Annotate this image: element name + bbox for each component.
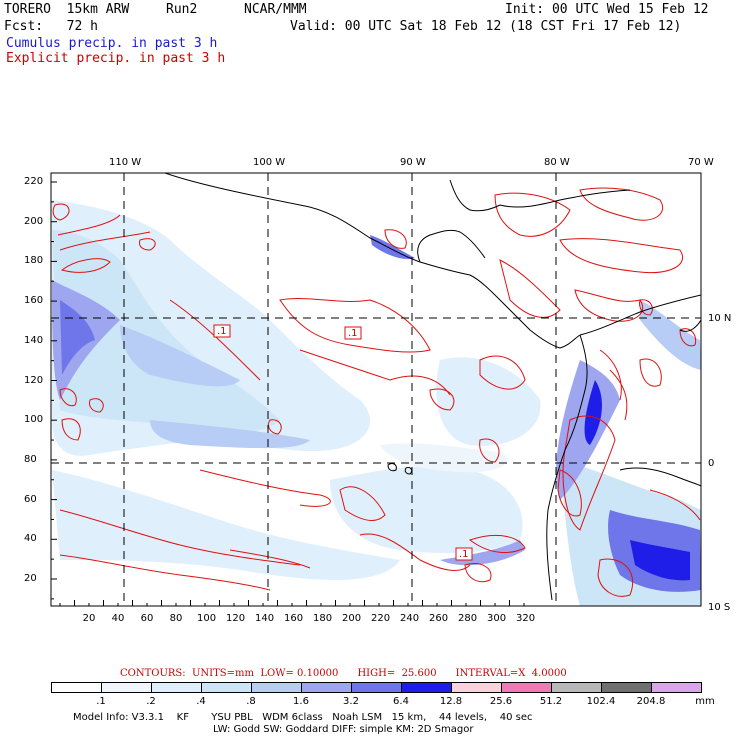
- lon-label: 100 W: [253, 157, 286, 168]
- x-tick-label: 40: [111, 613, 125, 624]
- legend-cumulus: Cumulus precip. in past 3 h: [6, 36, 218, 51]
- x-tick-label: 260: [429, 613, 449, 624]
- x-tick-label: 100: [197, 613, 217, 624]
- x-tick-label: 300: [487, 613, 507, 624]
- colorbar-cell: [601, 682, 652, 693]
- x-tick-label: 80: [169, 613, 183, 624]
- colorbar-label: 6.4: [393, 696, 409, 707]
- y-tick-label: 220: [24, 176, 44, 187]
- map-frame: [50, 172, 702, 607]
- axis-tickmarks: [51, 181, 525, 606]
- x-tick-label: 120: [226, 613, 246, 624]
- y-tick-label: 120: [24, 374, 44, 386]
- contour-label-boxes: [213, 324, 473, 561]
- lat-label: 10 N: [708, 313, 732, 324]
- init-time: Init: 00 UTC Wed 15 Feb 12: [505, 2, 709, 17]
- lon-label: 110 W: [109, 157, 142, 168]
- y-tick-label: 160: [24, 295, 44, 307]
- colorbar-label: .4: [196, 696, 206, 707]
- colorbar-label: 12.8: [439, 696, 463, 707]
- colorbar-cell: [401, 682, 452, 693]
- colorbar-label: 25.6: [489, 696, 513, 707]
- colorbar-cell: [101, 682, 152, 693]
- colorbar-label: 51.2: [539, 696, 563, 707]
- lat-label: 0: [708, 458, 715, 469]
- y-tick-label: 180: [24, 255, 44, 267]
- x-tick-label: 220: [371, 613, 391, 624]
- y-tick-label: 20: [24, 573, 37, 584]
- forecast-hour: Fcst: 72 h: [4, 19, 98, 34]
- colorbar-label: .2: [146, 696, 156, 707]
- colorbar-cell: [51, 682, 102, 693]
- colorbar-cell: [151, 682, 202, 693]
- colorbar-label: 204.8: [636, 696, 666, 707]
- org-label: NCAR/MMM: [244, 2, 307, 17]
- colorbar-cell: [351, 682, 402, 693]
- model-name: TORERO 15km ARW: [4, 2, 130, 17]
- valid-time: Valid: 00 UTC Sat 18 Feb 12 (18 CST Fri …: [290, 19, 682, 34]
- contours-info: CONTOURS: UNITS=mm LOW= 0.10000 HIGH= 25…: [120, 668, 567, 679]
- colorbar-label: 3.2: [343, 696, 359, 707]
- colorbar-cell: [201, 682, 252, 693]
- coastline: [164, 173, 701, 601]
- lon-label: 80 W: [544, 157, 570, 168]
- x-tick-label: 320: [516, 613, 536, 624]
- lat-label: 10 S: [708, 602, 731, 613]
- x-tick-label: 60: [140, 613, 154, 624]
- colorbar-cell: [251, 682, 302, 693]
- y-tick-label: 200: [24, 215, 44, 227]
- x-tick-label: 200: [342, 613, 362, 624]
- x-tick-label: 280: [458, 613, 478, 624]
- y-tick-label: 40: [24, 533, 37, 545]
- colorbar-cell: [501, 682, 552, 693]
- run-label: Run2: [166, 2, 198, 17]
- x-tick-label: 180: [313, 613, 333, 624]
- precip-shading: [52, 200, 701, 606]
- x-tick-label: 140: [255, 613, 275, 624]
- colorbar-cell: [551, 682, 602, 693]
- colorbar-label: 102.4: [586, 696, 616, 707]
- colorbar-units: mm: [695, 696, 715, 707]
- y-tick-label: 60: [24, 493, 37, 505]
- contour-label: .1: [459, 549, 469, 560]
- x-tick-label: 240: [400, 613, 420, 624]
- y-tick-label: 100: [24, 414, 44, 426]
- colorbar-label: 1.6: [293, 696, 309, 707]
- colorbar-cell: [651, 682, 702, 693]
- legend-explicit: Explicit precip. in past 3 h: [6, 51, 226, 66]
- model-info: Model Info: V3.3.1 KF YSU PBL WDM 6class…: [73, 712, 533, 723]
- colorbar-cell: [451, 682, 502, 693]
- y-tick-label: 80: [24, 453, 37, 465]
- lon-label: 90 W: [400, 157, 426, 168]
- colorbar-cell: [301, 682, 352, 693]
- contour-label: .1: [348, 328, 358, 339]
- x-tick-label: 160: [284, 613, 304, 624]
- contour-label: .1: [217, 326, 227, 337]
- explicit-contours: [52, 187, 701, 597]
- colorbar-label: .8: [246, 696, 256, 707]
- colorbar-label: .1: [96, 696, 106, 707]
- y-tick-label: 140: [24, 334, 44, 346]
- latlon-grid: [51, 173, 701, 606]
- physics-info: LW: Godd SW: Goddard DIFF: simple KM: 2D…: [213, 724, 474, 735]
- lon-label: 70 W: [688, 157, 714, 168]
- x-tick-label: 20: [82, 613, 96, 624]
